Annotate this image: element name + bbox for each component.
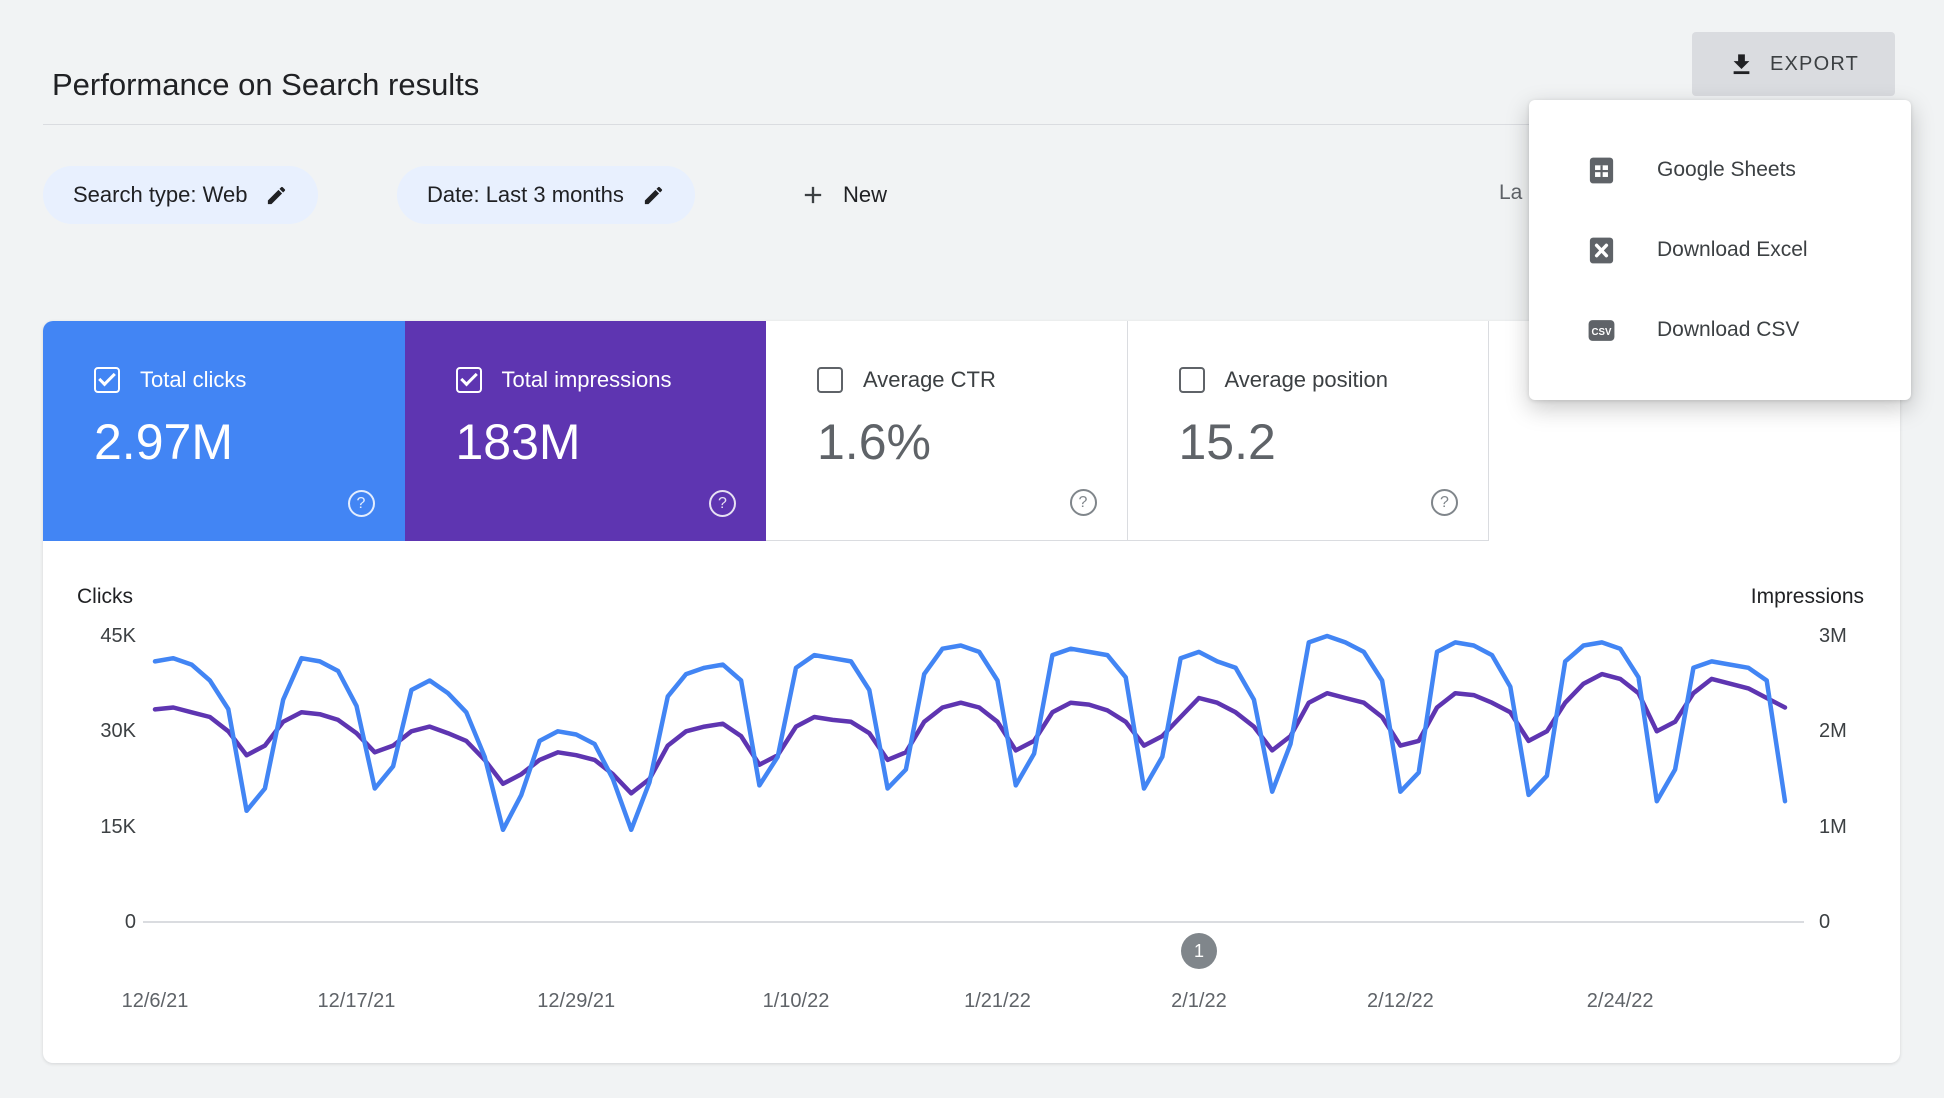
export-menu-item-google-sheets[interactable]: Google Sheets bbox=[1529, 130, 1911, 210]
metric-tile-total-impressions[interactable]: Total impressions 183M ? bbox=[404, 321, 766, 541]
metric-label: Average CTR bbox=[863, 367, 996, 392]
metric-value: 1.6% bbox=[817, 414, 931, 470]
metric-label: Total impressions bbox=[501, 367, 672, 392]
export-menu-item-label: Google Sheets bbox=[1657, 158, 1796, 181]
performance-card: Total clicks 2.97M ? Total impressions 1… bbox=[43, 321, 1900, 1063]
new-filter-label: New bbox=[843, 182, 888, 207]
metric-value: 2.97M bbox=[94, 414, 233, 470]
metric-label: Total clicks bbox=[140, 367, 247, 392]
page-title: Performance on Search results bbox=[52, 66, 480, 102]
export-menu-item-label: Download Excel bbox=[1657, 238, 1808, 261]
edit-pencil-icon bbox=[644, 186, 663, 204]
metric-value: 15.2 bbox=[1178, 414, 1276, 470]
metric-tile-average-position[interactable]: Average position 15.2 ? bbox=[1127, 321, 1489, 541]
performance-chart: Clicks Impressions 1 45K 30K 15K 0 3M 2M 1M 0 12… bbox=[43, 321, 1900, 1063]
last-updated-text: La bbox=[1499, 181, 1523, 204]
chart-pagination-dot[interactable]: 1 bbox=[1181, 933, 1217, 969]
metric-tiles: Total clicks 2.97M ? Total impressions 1… bbox=[43, 321, 1900, 541]
edit-pencil-icon bbox=[268, 186, 286, 204]
search-type-chip-label: Search type: Web bbox=[73, 182, 248, 207]
chart-canvas[interactable] bbox=[43, 321, 1900, 1063]
date-filter-chip[interactable]: Date: Last 3 months bbox=[397, 166, 695, 224]
help-icon[interactable]: ? bbox=[1431, 489, 1458, 516]
clicks-line bbox=[152, 633, 1788, 833]
date-filter-chip-label: Date: Last 3 months bbox=[427, 182, 624, 207]
plus-icon bbox=[804, 186, 822, 204]
help-icon[interactable]: ? bbox=[1069, 489, 1097, 516]
checkbox-unchecked-icon[interactable] bbox=[817, 367, 843, 393]
export-menu-item-download-excel[interactable]: Download Excel bbox=[1529, 210, 1911, 290]
checkbox-unchecked-icon[interactable] bbox=[1178, 367, 1205, 393]
metric-label: Average position bbox=[1224, 367, 1389, 392]
export-menu-item-download-csv[interactable]: CSV Download CSV bbox=[1529, 290, 1911, 370]
checkbox-checked-icon[interactable] bbox=[455, 367, 482, 393]
metric-value: 183M bbox=[455, 414, 581, 470]
svg-text:CSV: CSV bbox=[1592, 326, 1612, 337]
new-filter-button[interactable]: New bbox=[793, 166, 893, 224]
search-type-chip[interactable]: Search type: Web bbox=[43, 166, 319, 224]
header-divider bbox=[43, 124, 1901, 125]
google-sheets-icon bbox=[1589, 157, 1614, 183]
excel-icon bbox=[1589, 237, 1614, 263]
download-icon bbox=[1733, 53, 1750, 74]
export-menu-item-label: Download CSV bbox=[1657, 318, 1800, 341]
metric-tile-total-clicks[interactable]: Total clicks 2.97M ? bbox=[43, 321, 405, 541]
help-icon[interactable]: ? bbox=[709, 490, 736, 517]
checkbox-checked-icon[interactable] bbox=[94, 367, 120, 393]
csv-icon: CSV bbox=[1588, 319, 1615, 341]
export-menu: Google Sheets Download Excel CSV Downloa… bbox=[1529, 100, 1911, 400]
help-icon[interactable]: ? bbox=[347, 490, 375, 517]
export-button[interactable]: EXPORT bbox=[1692, 32, 1895, 96]
export-button-label: EXPORT bbox=[1769, 52, 1860, 75]
metric-tile-average-ctr[interactable]: Average CTR 1.6% ? bbox=[766, 321, 1128, 541]
